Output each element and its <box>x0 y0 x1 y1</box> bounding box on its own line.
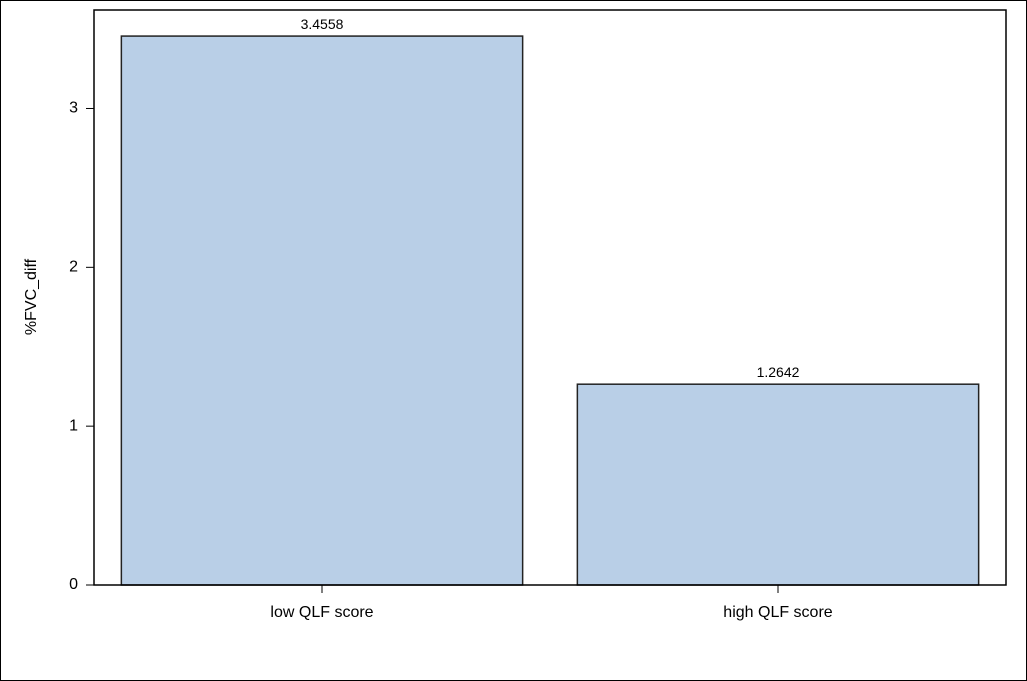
bar <box>576 383 980 586</box>
x-tick-label: high QLF score <box>723 604 832 621</box>
plot-frame <box>93 9 1007 586</box>
y-tick-label: 1 <box>69 417 78 434</box>
y-tick-label: 2 <box>69 259 78 276</box>
value-label: 3.4558 <box>301 16 344 32</box>
x-tick-label: low QLF score <box>270 604 373 621</box>
y-axis-label: %FVC_diff <box>23 258 40 335</box>
bar <box>120 35 524 586</box>
y-tick-label: 0 <box>69 576 78 593</box>
y-tick-label: 3 <box>69 100 78 117</box>
value-label: 1.2642 <box>757 364 800 380</box>
